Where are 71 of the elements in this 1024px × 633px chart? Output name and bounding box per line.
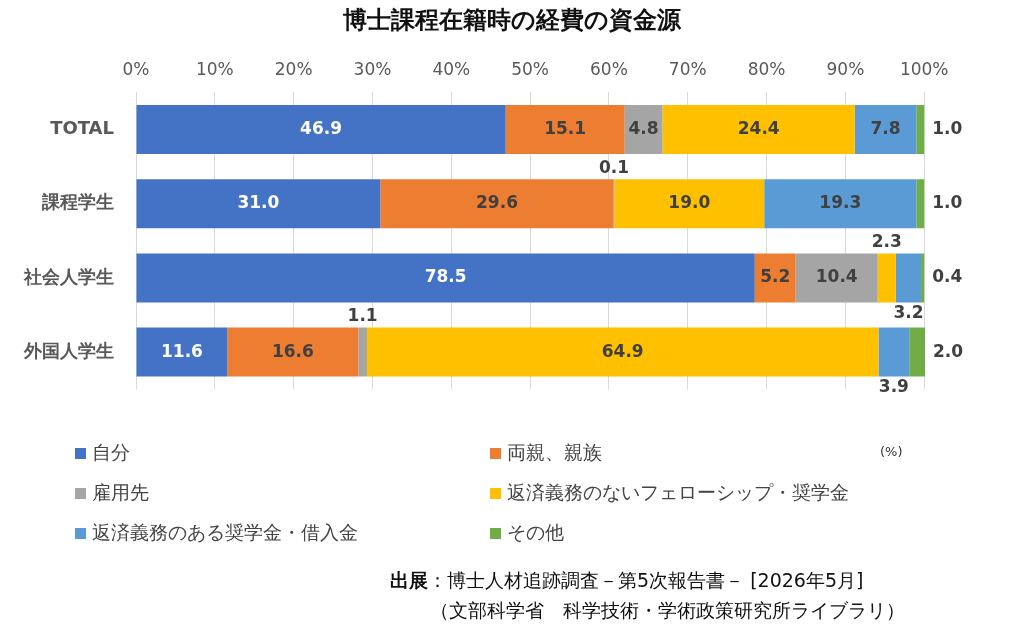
- data-label: 1.0: [932, 192, 963, 213]
- x-tick-label: 80%: [747, 58, 786, 79]
- data-label: 0.4: [932, 266, 963, 287]
- text: 出展：博士人材追跡調査－第5次報告書－ [2026年5月]: [390, 568, 864, 593]
- data-label: 2.0: [933, 340, 964, 361]
- legend-label: 返済義務のないフェローシップ・奨学金: [506, 480, 850, 505]
- bar: [136, 253, 755, 303]
- x-tick-label: 70%: [668, 58, 707, 79]
- bar: [909, 327, 925, 377]
- data-label: 4.8: [628, 117, 659, 138]
- data-label: 11.6: [160, 340, 203, 361]
- data-label: 16.6: [271, 340, 314, 361]
- data-label: 46.9: [300, 117, 343, 138]
- data-label: 78.5: [424, 266, 467, 287]
- data-label: 29.6: [476, 192, 518, 213]
- x-tick-label: 60%: [590, 58, 628, 79]
- x-tick-label: 40%: [432, 58, 471, 79]
- data-label: 24.4: [737, 117, 780, 138]
- x-tick-label: 30%: [353, 58, 392, 79]
- x-tick-label: 20%: [274, 58, 313, 79]
- bar: [877, 253, 896, 303]
- bar: [795, 253, 878, 303]
- legend-label: 両親、親族: [507, 441, 602, 463]
- y-tick-label: 課程学生: [41, 191, 114, 213]
- data-label: 64.9: [601, 340, 644, 361]
- bar: [878, 327, 910, 377]
- data-label: 7.8: [870, 117, 901, 138]
- chart-title: 博士課程在籍時の経費の資金源: [342, 5, 682, 36]
- bar: [136, 327, 228, 377]
- x-tick-label: 0%: [122, 58, 150, 79]
- data-label: 3.9: [878, 376, 909, 397]
- data-label: 10.4: [815, 266, 858, 287]
- data-label: 1.0: [932, 117, 963, 138]
- text: (%): [880, 444, 903, 459]
- bar: [916, 179, 925, 229]
- bar: [916, 105, 925, 154]
- x-tick-label: 90%: [826, 58, 865, 79]
- data-label: 1.1: [347, 305, 378, 326]
- x-tick-label: 50%: [511, 58, 549, 79]
- bar: [921, 253, 925, 303]
- x-tick-label: 10%: [195, 58, 234, 79]
- bar: [136, 105, 506, 154]
- data-label: 15.1: [544, 117, 587, 138]
- data-label: 3.2: [893, 301, 924, 322]
- bar: [764, 179, 917, 229]
- x-tick-label: 100%: [899, 58, 949, 79]
- bar: [662, 105, 855, 154]
- bar: [895, 253, 922, 303]
- text: （文部科学省 科学技術・学術政策研究所ライブラリ）: [430, 598, 905, 623]
- legend-label: 雇用先: [91, 480, 150, 505]
- y-tick-label: TOTAL: [50, 117, 114, 139]
- data-label: 5.2: [760, 266, 791, 287]
- bar: [136, 179, 381, 229]
- bar: [366, 327, 879, 377]
- data-label: 31.0: [237, 192, 280, 213]
- y-tick-label: 社会人学生: [23, 265, 114, 287]
- data-label: 0.1: [598, 156, 630, 177]
- data-label: 19.0: [668, 192, 711, 213]
- bar: [380, 179, 614, 229]
- data-label: 19.3: [819, 192, 862, 213]
- data-label: 2.3: [871, 230, 902, 251]
- legend-label: その他: [506, 520, 565, 545]
- bar: [505, 105, 625, 154]
- y-tick-label: 外国人学生: [23, 339, 114, 361]
- bar: [358, 327, 367, 377]
- bar: [754, 253, 796, 303]
- legend-label: 返済義務のある奨学金・借入金: [91, 520, 359, 545]
- bar: [614, 179, 765, 229]
- bar: [854, 105, 917, 154]
- legend-label: 自分: [91, 440, 131, 465]
- bar: [227, 327, 359, 377]
